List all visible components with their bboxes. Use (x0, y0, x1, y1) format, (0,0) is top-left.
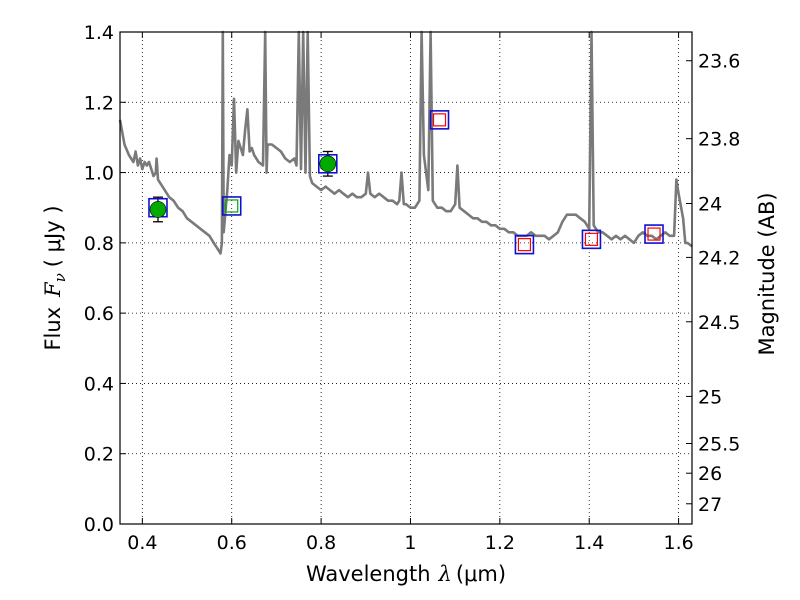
observed-flux-point (319, 155, 337, 173)
magnitude-tick-label: 23.6 (698, 51, 740, 73)
y-tick-label: 0.8 (84, 233, 114, 255)
y-tick-label: 0.6 (84, 303, 114, 325)
plot-frame (119, 31, 693, 525)
y-axis-label: Flux Fν ( μJy ) (41, 205, 69, 350)
data-points-layer (148, 110, 664, 255)
observed-flux-point (149, 201, 167, 218)
model-flux-inner-square (225, 199, 239, 213)
y-tick-label: 0.4 (84, 373, 114, 395)
y-tick-label: 1.0 (84, 163, 114, 185)
magnitude-tick-label: 23.8 (698, 129, 740, 151)
axis-ticks: 0.4 0.6 0.8 1 1.2 1.4 1.6 0.0 0.2 0.4 0.6 0.8 1.0 1.2… (84, 22, 741, 554)
magnitude-tick-label: 25 (698, 386, 722, 408)
x-axis-label: Wavelength λ (μm) (306, 562, 506, 586)
x-axis-label-unit: (μm) (456, 562, 506, 586)
y-tick-label: 1.4 (84, 22, 114, 44)
model-flux-inner-square (432, 113, 447, 127)
x-tick-label: 1 (404, 532, 416, 554)
x-axis-label-prefix: Wavelength (306, 562, 431, 586)
magnitude-tick-label: 24.2 (698, 247, 740, 269)
magnitude-tick-label: 27 (698, 494, 722, 516)
y-axis-label-prefix: Flux (41, 307, 65, 351)
model-flux-square (429, 110, 450, 130)
model-flux-inner-square (584, 232, 599, 246)
model-flux-square (317, 153, 338, 174)
x-tick-label: 0.6 (217, 532, 247, 554)
magnitude-axis-label: Magnitude (AB) (755, 192, 779, 355)
grid-lines (120, 31, 692, 525)
y-tick-label: 1.2 (84, 92, 114, 114)
x-tick-label: 1.4 (574, 532, 604, 554)
model-spectrum-layer (118, 30, 693, 255)
model-flux-square (581, 229, 602, 250)
x-tick-label: 1.6 (663, 532, 693, 554)
y-axis-label-subscript: ν (51, 273, 69, 282)
x-tick-label: 0.4 (127, 532, 157, 554)
x-tick-label: 1.2 (485, 532, 515, 554)
model-flux-square (644, 224, 664, 244)
model-spectrum-line (118, 30, 693, 255)
model-flux-inner-square (517, 238, 532, 252)
model-flux-square (514, 234, 535, 255)
magnitude-tick-label: 26 (698, 463, 722, 485)
model-flux-inner-square (647, 227, 661, 241)
magnitude-tick-label: 24 (698, 193, 722, 215)
x-tick-label: 0.8 (306, 532, 336, 554)
model-flux-square (221, 196, 242, 216)
y-axis-label-symbol: F (41, 281, 65, 298)
y-tick-label: 0.2 (84, 444, 114, 466)
x-axis-label-symbol: λ (438, 562, 452, 586)
y-tick-label: 0.0 (84, 514, 114, 536)
magnitude-tick-label: 24.5 (698, 312, 740, 334)
magnitude-tick-label: 25.5 (698, 433, 740, 455)
y-axis-label-unit: ( μJy ) (41, 205, 65, 267)
